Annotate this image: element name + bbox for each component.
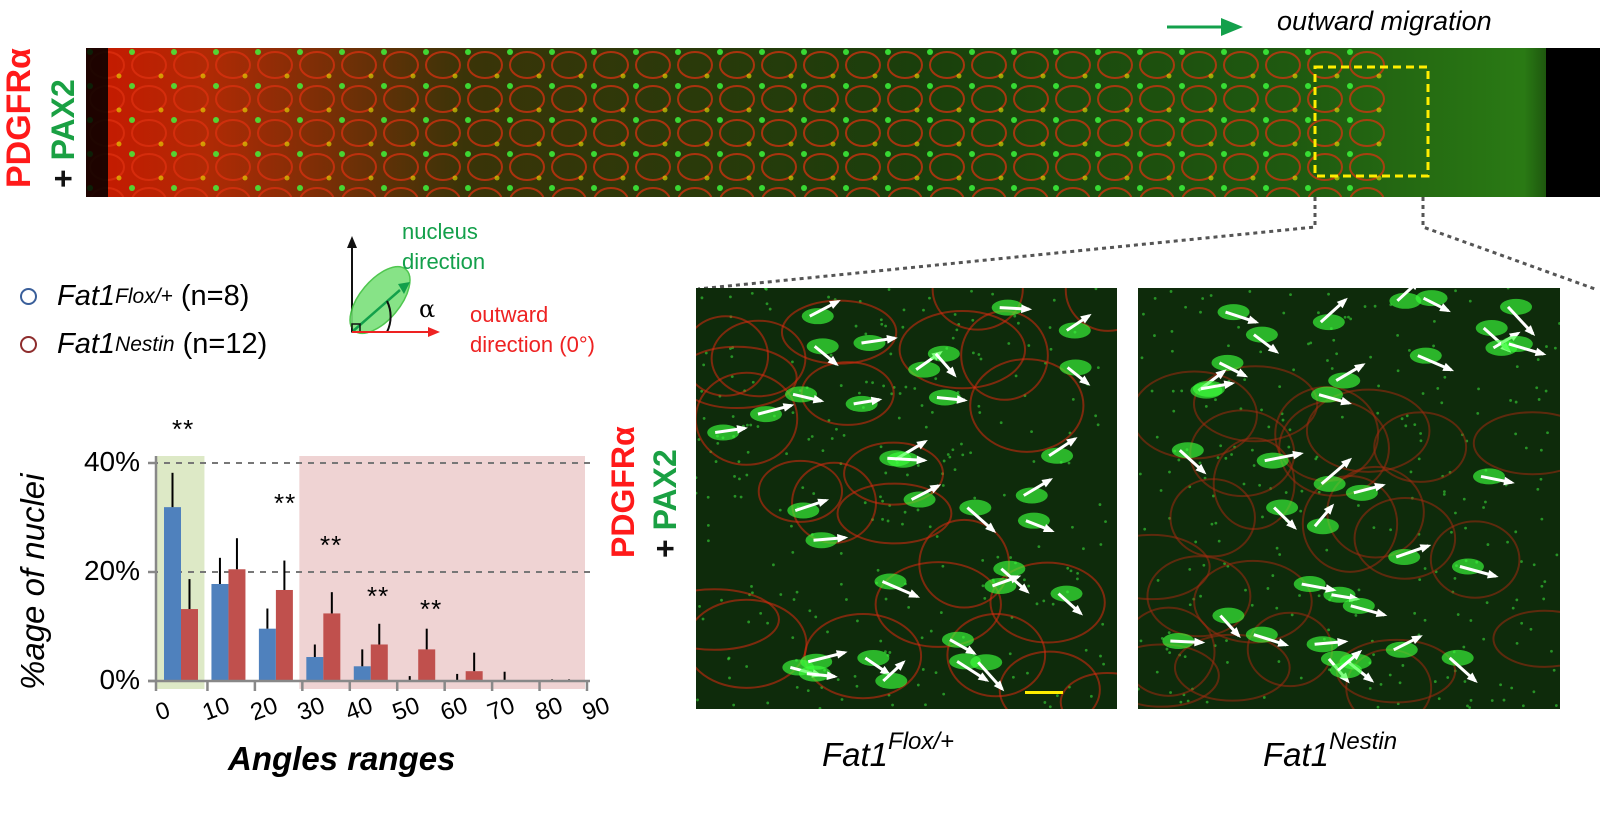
significance-marker: ** (172, 414, 195, 444)
nucleus-direction-label: nucleus direction (402, 219, 486, 274)
legend-genotype: Fat1 (57, 280, 116, 312)
pdgfra-label: PDGFRα (605, 426, 641, 558)
bar (181, 609, 198, 681)
significance-marker: ** (274, 488, 297, 518)
micrograph-nestin-image (1138, 288, 1560, 709)
bar (418, 649, 436, 681)
legend-genotype: Fat1 (57, 328, 116, 360)
plus-label: + (647, 539, 683, 558)
y-tick-label: 20% (83, 555, 140, 586)
bar (353, 666, 371, 681)
bar (275, 589, 293, 681)
micro-stain-label-2: + PAX2 (647, 449, 683, 558)
significance-marker: ** (320, 530, 343, 560)
y-tick-label: 40% (83, 446, 140, 477)
migration-label: outward migration (1277, 6, 1492, 36)
bar (164, 507, 181, 681)
micrograph-flox-image (696, 288, 1117, 709)
bar (258, 628, 276, 681)
outward-direction-label: outward direction (0°) (470, 302, 595, 357)
pax2-label: PAX2 (45, 79, 81, 161)
chart-plot-area (148, 456, 590, 691)
migration-arrow-icon (1165, 15, 1245, 39)
legend-marker-flox (20, 288, 37, 305)
bar (211, 583, 229, 681)
zoom-box (1313, 65, 1430, 178)
significance-marker: ** (420, 594, 443, 624)
y-tick-label: 0% (99, 664, 140, 695)
alpha-symbol: α (419, 295, 436, 323)
pax2-label: PAX2 (647, 449, 683, 531)
plus-label: + (45, 169, 81, 188)
caption-nestin: Fat1Nestin (1263, 728, 1398, 773)
legend-n: (n=12) (182, 328, 268, 360)
bar (465, 671, 483, 681)
bar (306, 657, 324, 681)
caption-flox: Fat1Flox/+ (822, 728, 955, 773)
zoom-connector-lines (697, 197, 1596, 291)
micrograph-flox (696, 288, 1117, 709)
legend-item-nestin: Fat1 Nestin (n=12) (20, 328, 267, 361)
legend-marker-nestin (20, 336, 37, 353)
y-axis-label: %age of nuclei (14, 473, 51, 690)
pdgfra-label: PDGFRα (0, 48, 38, 188)
strip-stain-label-2: + PAX2 (45, 79, 81, 188)
bar (323, 613, 341, 681)
significance-marker: ** (367, 581, 390, 611)
overview-image (86, 48, 1600, 197)
legend-item-flox: Fat1 Flox/+ (n=8) (20, 280, 249, 313)
overview-micrograph (86, 48, 1600, 197)
legend-n: (n=8) (180, 280, 250, 312)
bar (370, 644, 388, 681)
x-axis-label: Angles ranges (228, 740, 456, 777)
bar (228, 569, 246, 681)
strip-stain-label: PDGFRα (0, 48, 38, 188)
legend-superscript: Nestin (115, 332, 175, 356)
scale-bar (1025, 691, 1063, 694)
legend-superscript: Flox/+ (115, 284, 173, 308)
micrograph-nestin (1138, 288, 1560, 709)
micro-stain-label: PDGFRα (605, 426, 641, 558)
angle-diagram-icon (347, 236, 440, 337)
